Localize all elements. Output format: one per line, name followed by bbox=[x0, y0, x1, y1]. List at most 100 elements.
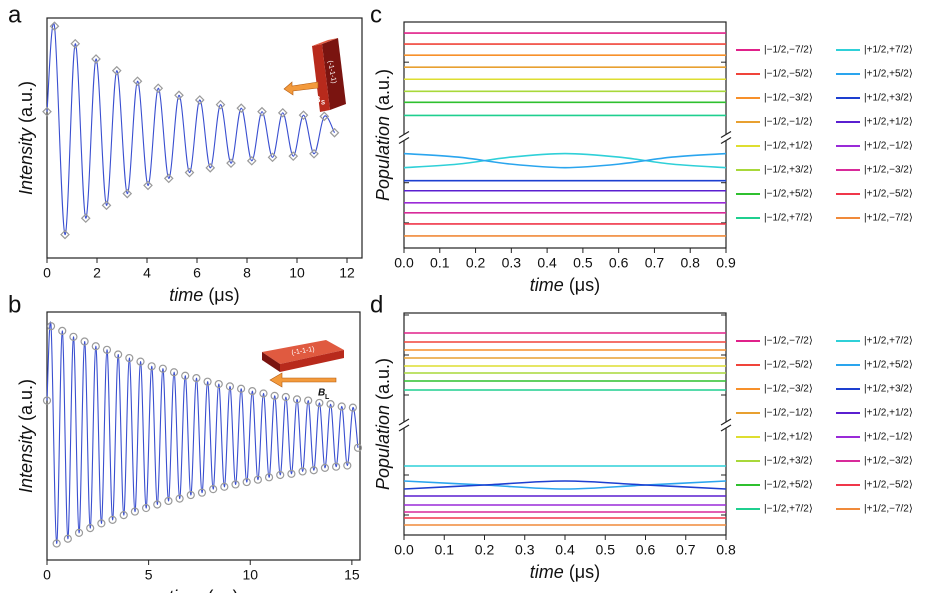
marker bbox=[292, 395, 302, 404]
series-line bbox=[403, 152, 727, 169]
marker bbox=[257, 106, 267, 117]
series-line bbox=[46, 321, 359, 545]
axis-break-mark bbox=[720, 136, 732, 145]
marker bbox=[253, 475, 262, 484]
marker bbox=[326, 400, 335, 409]
axis-break-mark bbox=[398, 424, 410, 432]
marker bbox=[267, 152, 278, 163]
marker bbox=[158, 364, 167, 373]
legend-label: |+1/2,−3/2⟩ bbox=[864, 456, 913, 467]
marker bbox=[136, 357, 145, 366]
marker bbox=[132, 76, 143, 87]
legend-label: |+1/2,−5/2⟩ bbox=[864, 189, 913, 200]
marker bbox=[42, 396, 52, 405]
marker bbox=[264, 473, 274, 482]
marker bbox=[122, 188, 133, 199]
panel-label: c bbox=[370, 1, 382, 28]
marker bbox=[91, 54, 101, 64]
marker bbox=[287, 469, 296, 478]
legend-label: |+1/2,+1/2⟩ bbox=[864, 117, 913, 128]
plot-frame bbox=[46, 17, 363, 259]
x-axis-label: time (μs) bbox=[169, 285, 239, 305]
legend-label: |−1/2,−5/2⟩ bbox=[764, 69, 813, 80]
marker bbox=[174, 90, 184, 101]
axis-break-mark bbox=[720, 130, 732, 139]
x-tick-label: 0.2 bbox=[475, 542, 495, 558]
marker bbox=[332, 462, 341, 471]
x-tick-label: 0.4 bbox=[555, 542, 575, 558]
marker bbox=[114, 350, 123, 359]
x-tick-label: 0.8 bbox=[716, 542, 736, 558]
x-tick-label: 6 bbox=[193, 265, 201, 281]
marker bbox=[181, 371, 190, 380]
panel-label: b bbox=[8, 291, 21, 318]
marker bbox=[46, 322, 56, 331]
crystal-face: (-1-1-1) bbox=[291, 346, 315, 357]
x-tick-label: 8 bbox=[243, 265, 251, 281]
marker bbox=[80, 213, 91, 224]
x-tick-label: 0.5 bbox=[573, 255, 593, 271]
marker bbox=[281, 392, 290, 402]
marker bbox=[60, 229, 70, 240]
axis-break-gap bbox=[721, 422, 731, 428]
marker bbox=[69, 332, 78, 341]
legend-label: |−1/2,+1/2⟩ bbox=[764, 432, 813, 443]
marker bbox=[153, 83, 164, 94]
crystal-top bbox=[262, 340, 344, 364]
legend-label: |+1/2,+5/2⟩ bbox=[864, 360, 913, 371]
marker bbox=[63, 534, 72, 543]
y-axis-label: Intensity (a.u.) bbox=[16, 81, 36, 195]
marker bbox=[215, 99, 226, 110]
marker bbox=[203, 377, 212, 386]
marker bbox=[91, 342, 100, 351]
marker bbox=[226, 158, 236, 169]
marker bbox=[225, 382, 235, 391]
legend-label: |−1/2,+5/2⟩ bbox=[764, 189, 813, 200]
crystal-top bbox=[312, 38, 338, 46]
marker bbox=[163, 173, 174, 184]
marker bbox=[209, 485, 218, 494]
field-subscript: L bbox=[325, 394, 330, 401]
marker bbox=[246, 155, 257, 166]
marker bbox=[49, 21, 60, 32]
marker bbox=[242, 477, 251, 487]
series-line bbox=[403, 480, 727, 490]
x-tick-label: 4 bbox=[143, 265, 151, 281]
y-axis-label: Population (a.u.) bbox=[373, 69, 393, 201]
x-axis-label: time (μs) bbox=[168, 587, 238, 593]
marker bbox=[298, 110, 309, 121]
crystal-face: (-1-1-1) bbox=[326, 60, 337, 84]
legend-label: |+1/2,−1/2⟩ bbox=[864, 432, 913, 443]
marker bbox=[153, 500, 162, 509]
marker bbox=[192, 374, 201, 383]
marker bbox=[259, 389, 268, 398]
x-tick-label: 0.6 bbox=[636, 542, 656, 558]
field-label: B bbox=[314, 94, 321, 104]
marker bbox=[194, 95, 205, 105]
marker bbox=[58, 326, 67, 335]
marker bbox=[319, 111, 330, 122]
axis-break-gap bbox=[399, 134, 409, 141]
legend-label: |+1/2,+5/2⟩ bbox=[864, 69, 913, 80]
marker bbox=[214, 379, 223, 389]
marker bbox=[97, 519, 106, 528]
x-tick-label: 0.5 bbox=[596, 542, 616, 558]
field-arrow bbox=[269, 372, 337, 388]
x-tick-label: 0.2 bbox=[466, 255, 486, 271]
marker bbox=[343, 461, 352, 470]
legend-label: |−1/2,−3/2⟩ bbox=[764, 93, 813, 104]
field-subscript: S bbox=[321, 101, 325, 107]
x-tick-label: 12 bbox=[339, 265, 355, 281]
y-axis-label: Intensity (a.u.) bbox=[16, 379, 36, 493]
legend-label: |−1/2,+3/2⟩ bbox=[764, 456, 813, 467]
marker bbox=[52, 539, 61, 548]
panel-label: a bbox=[8, 1, 22, 28]
x-axis-label: time (μs) bbox=[530, 275, 600, 295]
legend-label: |−1/2,+3/2⟩ bbox=[764, 165, 813, 176]
x-tick-label: 10 bbox=[242, 567, 258, 583]
x-tick-label: 0.9 bbox=[716, 255, 736, 271]
crystal-front bbox=[312, 44, 330, 112]
axis-break-mark bbox=[398, 418, 410, 426]
legend-label: |−1/2,+5/2⟩ bbox=[764, 480, 813, 491]
